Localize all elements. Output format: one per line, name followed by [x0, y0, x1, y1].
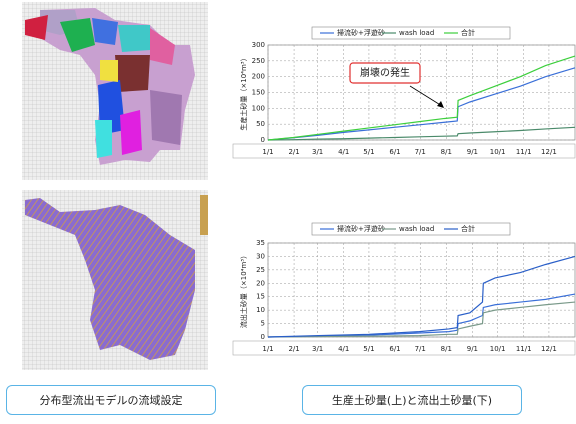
x-tick-label: 7/1	[415, 148, 426, 156]
series-line	[267, 55, 576, 141]
x-tick-label: 10/1	[490, 345, 506, 353]
series-line	[267, 255, 576, 338]
legend	[311, 26, 511, 40]
x-tick-label: 3/1	[312, 148, 323, 156]
x-tick-label: 11/1	[516, 148, 532, 156]
x-label-strip	[232, 143, 576, 159]
x-tick-label: 1/1	[262, 345, 273, 353]
y-tick-label: 20	[256, 279, 265, 287]
x-tick-label: 3/1	[312, 345, 323, 353]
x-tick-label: 2/1	[288, 148, 299, 156]
x-tick-label: 12/1	[541, 345, 557, 353]
caption-left: 分布型流出モデルの流域設定	[6, 385, 216, 415]
x-tick-label: 8/1	[441, 148, 452, 156]
y-tick-label: 35	[256, 239, 265, 247]
y-tick-label: 150	[252, 89, 265, 97]
legend-label: 合計	[461, 28, 475, 37]
basin-map-bottom	[22, 190, 208, 370]
y-tick-label: 0	[261, 333, 265, 341]
y-tick-label: 300	[252, 41, 265, 49]
x-label-strip	[232, 340, 576, 356]
x-tick-label: 8/1	[441, 345, 452, 353]
legend-label: 掃流砂+浮遊砂	[337, 28, 385, 37]
y-tick-label: 15	[256, 293, 265, 301]
y-tick-label: 30	[256, 252, 265, 260]
series-line	[267, 67, 576, 141]
legend-label: 合計	[461, 224, 475, 233]
legend-label: wash load	[399, 225, 434, 233]
annotation-arrow	[409, 85, 443, 107]
y-tick-label: 200	[252, 73, 265, 81]
x-tick-label: 10/1	[490, 148, 506, 156]
legend-label: wash load	[399, 29, 434, 37]
annotation-box	[349, 62, 421, 84]
y-axis-label: 流出土砂量（×10⁴m³）	[239, 252, 248, 328]
y-tick-label: 10	[256, 306, 265, 314]
caption-right: 生産土砂量(上)と流出土砂量(下)	[302, 385, 522, 415]
y-tick-label: 100	[252, 104, 265, 112]
x-tick-label: 5/1	[363, 345, 374, 353]
basin-map-top	[22, 2, 208, 180]
x-tick-label: 6/1	[389, 345, 400, 353]
x-tick-label: 12/1	[541, 148, 557, 156]
series-line	[267, 126, 576, 141]
series-line	[267, 293, 576, 338]
y-tick-label: 250	[252, 57, 265, 65]
x-tick-label: 7/1	[415, 345, 426, 353]
x-tick-label: 4/1	[338, 148, 349, 156]
x-tick-label: 2/1	[288, 345, 299, 353]
y-tick-label: 50	[256, 120, 265, 128]
legend	[311, 222, 511, 236]
annotation: 崩壊の発生	[360, 66, 410, 79]
plot-area	[267, 242, 576, 338]
y-tick-label: 25	[256, 266, 265, 274]
x-tick-label: 11/1	[516, 345, 532, 353]
x-tick-label: 9/1	[467, 345, 478, 353]
y-tick-label: 5	[261, 320, 265, 328]
series-line	[267, 301, 576, 338]
legend-label: 掃流砂+浮遊砂	[337, 224, 385, 233]
arrow-head	[437, 101, 444, 108]
x-tick-label: 1/1	[262, 148, 273, 156]
y-tick-label: 0	[261, 136, 265, 144]
x-tick-label: 9/1	[467, 148, 478, 156]
y-axis-label: 生産土砂量（×10⁴m³）	[239, 54, 248, 130]
x-tick-label: 6/1	[389, 148, 400, 156]
x-tick-label: 5/1	[363, 148, 374, 156]
x-tick-label: 4/1	[338, 345, 349, 353]
